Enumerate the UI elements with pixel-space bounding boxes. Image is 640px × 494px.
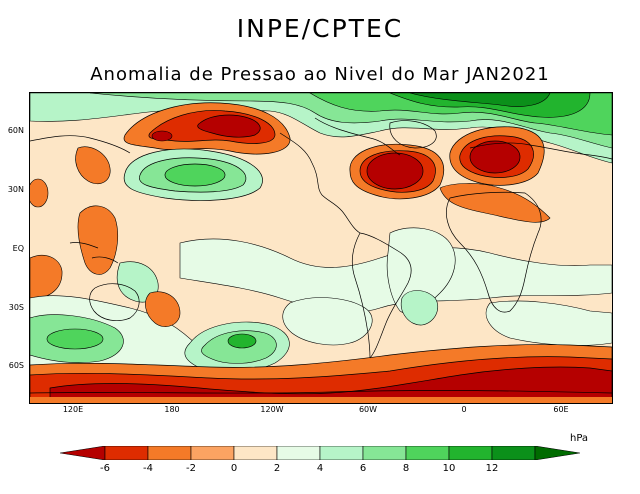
- colorbar-tick-label: 2: [273, 463, 281, 474]
- colorbar-segment: [491, 446, 536, 460]
- map-title: Anomalia de Pressao ao Nivel do Mar JAN2…: [90, 64, 550, 85]
- antarctic-negative-core: [49, 366, 612, 403]
- lon-label-60w: 60W: [358, 405, 378, 414]
- colorbar-tick-label: 4: [316, 463, 324, 474]
- east-china-sea-negative: [30, 178, 49, 208]
- north-africa-negative: [439, 183, 551, 223]
- anomaly-map: [29, 92, 613, 404]
- lon-label-180: 180: [164, 405, 180, 414]
- colorbar-tick-label: 8: [402, 463, 410, 474]
- colorbar-tick-label: -2: [186, 463, 196, 474]
- colorbar-tick-label: 0: [230, 463, 238, 474]
- south-atlantic-positive-inner: [400, 290, 439, 326]
- maritime-continent-negative: [77, 205, 119, 275]
- coastlines: [30, 117, 612, 394]
- aleutian-low-west-core: [151, 130, 173, 142]
- south-atlantic-positive: [386, 227, 456, 314]
- colorbar-segment: [534, 446, 580, 460]
- lat-label-30s: 30S: [8, 303, 24, 312]
- colorbar-segment: [405, 446, 450, 460]
- colorbar-tick-label: 6: [359, 463, 367, 474]
- colorbar-unit: hPa: [570, 433, 589, 444]
- colorbar-segment: [319, 446, 364, 460]
- anomaly-map-canvas: [30, 93, 612, 403]
- colorbar-segment: [276, 446, 321, 460]
- agency-title: INPE/CPTEC: [236, 14, 404, 43]
- colorbar-segment: [190, 446, 235, 460]
- europe-low-core: [469, 140, 521, 174]
- colorbar-segment: [104, 446, 149, 460]
- south-pacific-high-core: [227, 333, 257, 349]
- lat-label-30n: 30N: [7, 185, 24, 194]
- lon-label-120w: 120W: [260, 405, 284, 414]
- colorbar-segment: [147, 446, 192, 460]
- colorbar-segment: [60, 446, 106, 460]
- lon-label-0: 0: [461, 405, 467, 414]
- colorbar-tick-label: 10: [442, 463, 456, 474]
- lon-label-120e: 120E: [62, 405, 84, 414]
- east-asia-negative: [75, 146, 111, 185]
- colorbar-tick-label: 12: [485, 463, 499, 474]
- colorbar-segment: [233, 446, 278, 460]
- south-atlantic-mid-positive: [282, 297, 373, 346]
- lat-label-eq: EQ: [12, 244, 24, 253]
- antarctic-coast-negative: [30, 397, 612, 403]
- arctic-positive-core: [409, 93, 551, 107]
- south-indian-ocean-high-core: [46, 328, 104, 350]
- lat-label-60n: 60N: [7, 126, 24, 135]
- tasman-negative: [145, 291, 181, 327]
- colorbar-tick-label: -4: [143, 463, 153, 474]
- colorbar: [60, 446, 580, 460]
- aleutian-low-core: [197, 114, 261, 138]
- colorbar-segment: [362, 446, 407, 460]
- colorbar-segment: [448, 446, 493, 460]
- lat-label-60s: 60S: [8, 361, 24, 370]
- pacific-high-core: [164, 163, 226, 187]
- lon-label-60e: 60E: [553, 405, 569, 414]
- atlantic-low-core: [366, 152, 424, 190]
- colorbar-tick-label: -6: [100, 463, 110, 474]
